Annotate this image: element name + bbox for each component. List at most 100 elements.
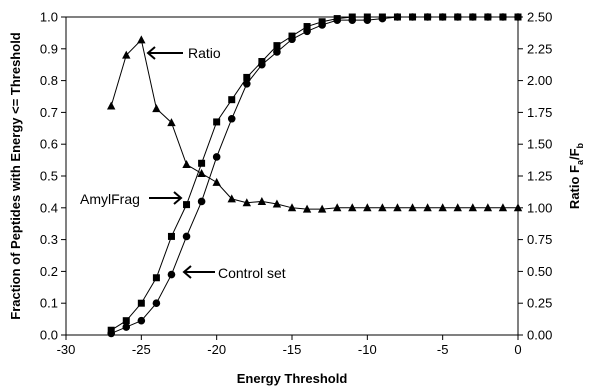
axis-ticks: -30 -25 -20 -15 -10 -5 0 0.0 0.1 0.2 0.3 0.4 0.5 0.6 0… <box>40 10 552 358</box>
point-control-set <box>499 13 507 21</box>
y-tick-label: 0.7 <box>40 105 58 120</box>
y-tick-label: 0.5 <box>40 169 58 184</box>
series-line-control-set <box>111 16 518 334</box>
point-ratio <box>257 196 267 205</box>
point-ratio <box>122 50 131 59</box>
x-tick-label: -20 <box>207 342 226 357</box>
point-control-set <box>107 329 115 338</box>
point-control-set <box>303 27 311 36</box>
y2-tick-label: 0.00 <box>527 328 552 343</box>
point-ratio <box>483 203 493 212</box>
point-amylfrag <box>243 73 251 81</box>
x-tick-label: -25 <box>132 342 151 357</box>
point-control-set <box>393 13 402 21</box>
point-amylfrag <box>273 42 281 50</box>
annotation-amylfrag: AmylFrag <box>80 191 183 207</box>
point-ratio <box>468 203 477 212</box>
point-amylfrag <box>228 96 236 104</box>
point-ratio <box>317 204 327 213</box>
plot-area <box>65 16 519 336</box>
annotation-control-set: Control set <box>182 265 286 281</box>
y-tick-label: 0.6 <box>40 137 58 152</box>
point-ratio <box>453 203 462 212</box>
point-control-set <box>333 16 342 24</box>
point-ratio <box>393 203 402 212</box>
y2-tick-label: 2.00 <box>527 73 552 88</box>
point-amylfrag <box>152 274 160 282</box>
point-amylfrag <box>198 159 206 167</box>
point-ratio <box>498 203 508 212</box>
point-amylfrag <box>183 201 191 209</box>
point-control-set <box>408 13 417 21</box>
y-tick-label: 0.4 <box>40 200 58 215</box>
point-control-set <box>137 316 146 325</box>
annotation-ratio: Ratio <box>146 45 221 61</box>
point-control-set <box>182 232 191 241</box>
point-control-set <box>197 197 206 206</box>
point-control-set <box>288 35 296 44</box>
series-line-ratio <box>110 38 518 210</box>
point-ratio <box>272 199 282 208</box>
x-tick-label: -30 <box>57 342 76 357</box>
point-ratio <box>167 118 176 127</box>
point-ratio <box>227 194 236 203</box>
point-amylfrag <box>137 299 145 307</box>
point-control-set <box>438 13 447 21</box>
point-ratio <box>363 203 372 212</box>
point-control-set <box>152 299 161 308</box>
x-axis-title: Energy Threshold <box>237 371 348 386</box>
y2-tick-label: 1.25 <box>527 169 552 184</box>
point-amylfrag <box>213 118 221 126</box>
point-ratio <box>378 203 387 212</box>
point-ratio <box>333 203 342 212</box>
annotation-arrowhead-control-set <box>182 265 192 279</box>
y2-tick-label: 1.50 <box>527 137 552 152</box>
annotation-label-control-set: Control set <box>218 265 286 281</box>
point-ratio <box>137 35 146 44</box>
y2-tick-label: 1.00 <box>527 200 552 215</box>
point-control-set <box>469 13 477 21</box>
point-ratio <box>423 203 432 212</box>
y2-tick-label: 2.25 <box>527 41 552 56</box>
point-control-set <box>484 13 492 21</box>
y-tick-label: 0.3 <box>40 232 58 247</box>
point-ratio <box>287 203 297 212</box>
x-tick-label: -5 <box>437 342 449 357</box>
series-ratio <box>107 35 523 213</box>
point-ratio <box>438 203 447 212</box>
point-amylfrag <box>122 317 130 325</box>
point-ratio <box>302 204 312 213</box>
y-tick-label: 0.1 <box>40 296 58 311</box>
y-tick-label: 1.0 <box>40 10 58 25</box>
point-control-set <box>212 153 221 161</box>
point-control-set <box>273 48 281 56</box>
x-tick-label: -15 <box>283 342 302 357</box>
point-ratio <box>107 101 116 110</box>
point-control-set <box>243 79 251 88</box>
y2-tick-label: 0.75 <box>527 232 552 247</box>
point-control-set <box>378 14 387 23</box>
point-control-set <box>363 16 372 24</box>
y-axis-title: Fraction of Peptides with Energy <= Thre… <box>8 32 23 320</box>
series-control-set <box>107 13 522 338</box>
y-tick-label: 0.0 <box>40 328 58 343</box>
point-ratio <box>212 177 221 186</box>
point-ratio <box>197 168 206 177</box>
x-tick-label: 0 <box>514 342 521 357</box>
y2-tick-label: 1.75 <box>527 105 552 120</box>
point-control-set <box>227 114 236 123</box>
y2-title-prefix: Ratio F <box>567 165 582 209</box>
point-control-set <box>122 323 131 331</box>
y2-title-sub-a: a <box>575 159 585 165</box>
annotation-label-ratio: Ratio <box>188 45 221 61</box>
point-ratio <box>182 160 191 169</box>
x-tick-label: -10 <box>358 342 377 357</box>
y2-tick-label: 2.50 <box>527 10 552 25</box>
y2-tick-label: 0.50 <box>527 264 552 279</box>
y-tick-label: 0.8 <box>40 73 58 88</box>
point-control-set <box>348 16 357 24</box>
y-tick-label: 0.2 <box>40 264 58 279</box>
y2-title-sub-b: b <box>575 142 585 148</box>
point-amylfrag <box>167 232 175 240</box>
